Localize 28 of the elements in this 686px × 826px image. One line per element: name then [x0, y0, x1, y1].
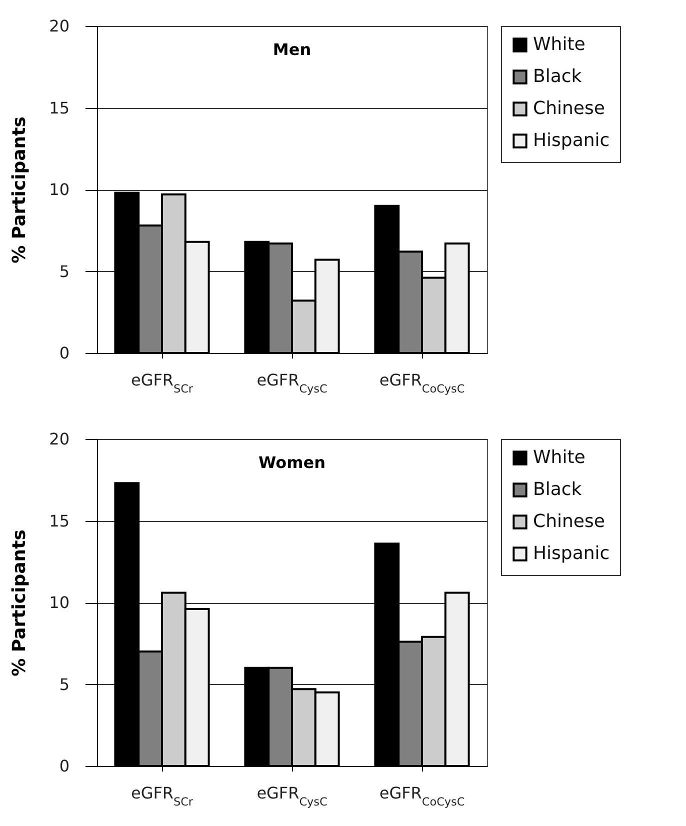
text: Men: [272, 40, 312, 59]
y-tick-label: 15: [49, 511, 70, 530]
y-tick-label: 0: [59, 344, 70, 362]
y-tick-label: 5: [59, 262, 70, 281]
y-tick-label: 20: [49, 430, 70, 448]
legend-label: Hispanic: [533, 130, 610, 151]
x-tick-label: eGFR$_{SCr}$: [130, 370, 194, 395]
y-axis-title: % Participants: [9, 530, 30, 676]
y-tick-label: 20: [49, 16, 70, 36]
y-axis-title: % Participants: [9, 116, 30, 264]
x-tick-label: eGFR$_{CoCysC}$: [379, 784, 465, 808]
y-tick-label: 5: [59, 674, 70, 694]
y-tick-label: 15: [49, 98, 70, 118]
y-tick-label: 10: [49, 180, 70, 199]
legend-label: Chinese: [533, 98, 605, 119]
x-tick-label: eGFR$_{CysC}$: [256, 784, 328, 808]
legend-label: White: [533, 447, 586, 468]
legend-label: Black: [533, 66, 582, 87]
text: Women: [258, 453, 326, 472]
x-tick-label: eGFR$_{CysC}$: [256, 370, 328, 395]
legend-label: Black: [533, 479, 582, 500]
legend-label: White: [533, 34, 586, 55]
legend-label: Hispanic: [533, 543, 610, 564]
legend-label: Chinese: [533, 511, 605, 532]
x-tick-label: eGFR$_{CoCysC}$: [379, 370, 465, 395]
y-tick-label: 0: [59, 756, 70, 776]
y-tick-label: 10: [49, 593, 70, 612]
x-tick-label: eGFR$_{SCr}$: [130, 784, 194, 808]
